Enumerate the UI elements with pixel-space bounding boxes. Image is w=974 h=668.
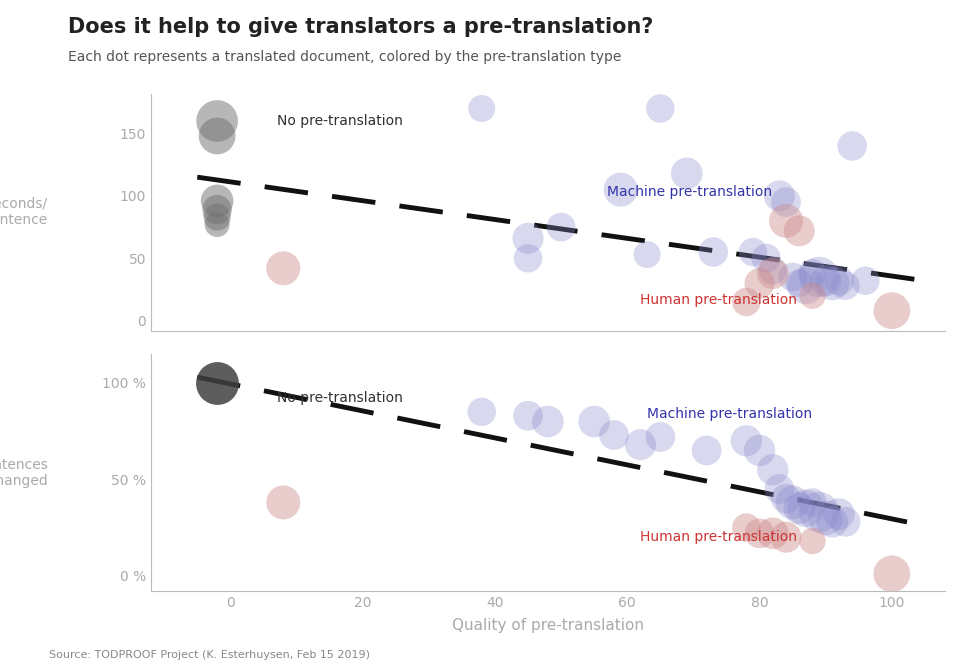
Point: [765, 464, 780, 475]
Point: [613, 184, 628, 195]
Point: [778, 197, 794, 208]
Point: [858, 275, 874, 286]
Point: [540, 416, 555, 427]
Point: [606, 430, 621, 440]
Point: [831, 509, 846, 520]
Point: [276, 263, 291, 274]
Point: [825, 278, 841, 289]
Point: [209, 131, 225, 142]
Point: [738, 436, 754, 446]
Point: [520, 253, 536, 264]
Point: [798, 281, 813, 291]
Point: [825, 516, 841, 527]
Text: Does it help to give translators a pre-translation?: Does it help to give translators a pre-t…: [68, 17, 654, 37]
Point: [209, 212, 225, 222]
Text: Each dot represents a translated document, colored by the pre-translation type: Each dot represents a translated documen…: [68, 50, 621, 64]
Point: [705, 246, 721, 257]
Point: [698, 445, 714, 456]
Point: [520, 233, 536, 244]
Point: [818, 512, 834, 523]
Point: [738, 522, 754, 533]
Point: [771, 190, 787, 201]
Point: [884, 305, 900, 316]
Text: Human pre-translation: Human pre-translation: [641, 530, 798, 544]
Point: [884, 568, 900, 579]
Point: [765, 265, 780, 276]
Point: [818, 275, 834, 286]
Point: [785, 497, 801, 508]
Text: No pre-translation: No pre-translation: [277, 391, 402, 405]
Point: [778, 216, 794, 226]
Point: [586, 416, 602, 427]
Point: [633, 440, 649, 450]
Point: [209, 196, 225, 206]
Point: [209, 377, 225, 388]
Point: [771, 484, 787, 494]
Point: [785, 272, 801, 283]
Point: [653, 103, 668, 114]
Point: [752, 445, 768, 456]
Point: [844, 140, 860, 151]
Point: [752, 278, 768, 289]
Point: [276, 497, 291, 508]
Point: [778, 493, 794, 504]
X-axis label: Quality of pre-translation: Quality of pre-translation: [452, 619, 644, 633]
Point: [759, 253, 774, 264]
Text: No pre-translation: No pre-translation: [277, 114, 402, 128]
Point: [474, 103, 490, 114]
Point: [738, 297, 754, 307]
Point: [553, 222, 569, 232]
Point: [805, 497, 820, 508]
Text: Machine pre-translation: Machine pre-translation: [647, 407, 812, 421]
Point: [838, 516, 853, 527]
Point: [805, 268, 820, 279]
Point: [831, 275, 846, 286]
Point: [679, 168, 694, 179]
Point: [474, 407, 490, 418]
Point: [792, 278, 807, 289]
Point: [811, 507, 827, 518]
Point: [745, 246, 761, 257]
Point: [520, 410, 536, 421]
Point: [811, 272, 827, 283]
Point: [209, 204, 225, 215]
Point: [838, 281, 853, 291]
Text: Machine pre-translation: Machine pre-translation: [608, 185, 772, 199]
Point: [778, 532, 794, 542]
Point: [805, 291, 820, 301]
Point: [765, 268, 780, 279]
Text: Source: TODPROOF Project (K. Esterhuysen, Feb 15 2019): Source: TODPROOF Project (K. Esterhuysen…: [49, 650, 370, 660]
Point: [209, 116, 225, 126]
Point: [792, 503, 807, 514]
Point: [639, 249, 655, 260]
Point: [798, 503, 813, 514]
Point: [792, 226, 807, 236]
Point: [752, 528, 768, 538]
Point: [765, 528, 780, 538]
Point: [209, 219, 225, 230]
Point: [653, 432, 668, 442]
Text: seconds/
sentence: seconds/ sentence: [0, 197, 48, 227]
Text: % sentences
  changed: % sentences changed: [0, 458, 48, 488]
Point: [805, 536, 820, 546]
Text: Human pre-translation: Human pre-translation: [641, 293, 798, 307]
